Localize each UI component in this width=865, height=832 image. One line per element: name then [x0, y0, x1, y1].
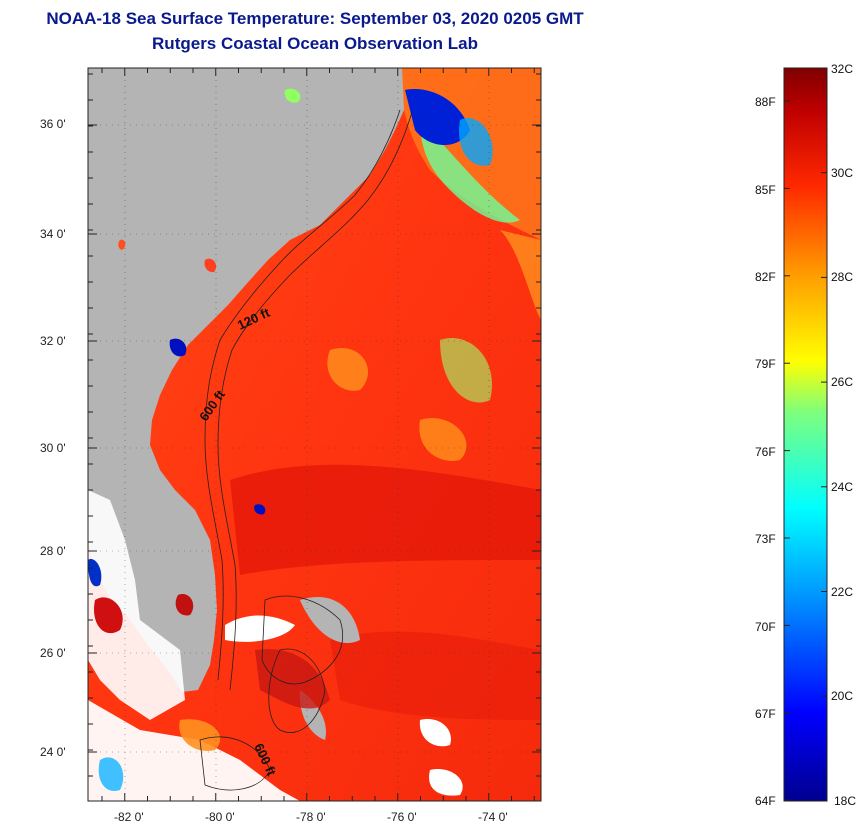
- colorbar: [783, 67, 828, 802]
- lon-label: -74 0': [478, 810, 508, 824]
- lon-label: -80 0': [205, 810, 235, 824]
- colorbar-c-label: 24C: [831, 480, 854, 494]
- colorbar-f-label: 64F: [755, 794, 776, 808]
- colorbar-c-label: 22C: [831, 585, 854, 599]
- lon-label: -78 0': [296, 810, 326, 824]
- lat-label: 34 0': [40, 227, 66, 241]
- lat-label: 28 0': [40, 544, 66, 558]
- colorbar-c-label: 28C: [831, 270, 854, 284]
- colorbar-f-label: 88F: [755, 95, 776, 109]
- colorbar-c-label: 20C: [831, 689, 854, 703]
- colorbar-c-label: 26C: [831, 375, 854, 389]
- lat-label: 30 0': [40, 441, 66, 455]
- colorbar-f-label: 79F: [755, 357, 776, 371]
- map-subtitle: Rutgers Coastal Ocean Observation Lab: [152, 34, 478, 53]
- lat-label: 26 0': [40, 646, 66, 660]
- map-title: NOAA-18 Sea Surface Temperature: Septemb…: [46, 9, 584, 28]
- lon-label: -82 0': [114, 810, 144, 824]
- colorbar-f-label: 85F: [755, 183, 776, 197]
- lon-label: -76 0': [387, 810, 417, 824]
- colorbar-f-label: 73F: [755, 532, 776, 546]
- colorbar-c-label: 30C: [831, 166, 854, 180]
- colorbar-c-label: 18C: [834, 794, 857, 808]
- colorbar-f-label: 67F: [755, 707, 776, 721]
- land-southeast-us: [88, 68, 404, 692]
- colorbar-c-label: 32C: [831, 62, 854, 76]
- colorbar-f-label: 70F: [755, 620, 776, 634]
- lat-label: 36 0': [40, 117, 66, 131]
- map-frame: [87, 67, 542, 802]
- lat-label: 32 0': [40, 334, 66, 348]
- lat-label: 24 0': [40, 745, 66, 759]
- colorbar-f-label: 82F: [755, 270, 776, 284]
- colorbar-f-label: 76F: [755, 445, 776, 459]
